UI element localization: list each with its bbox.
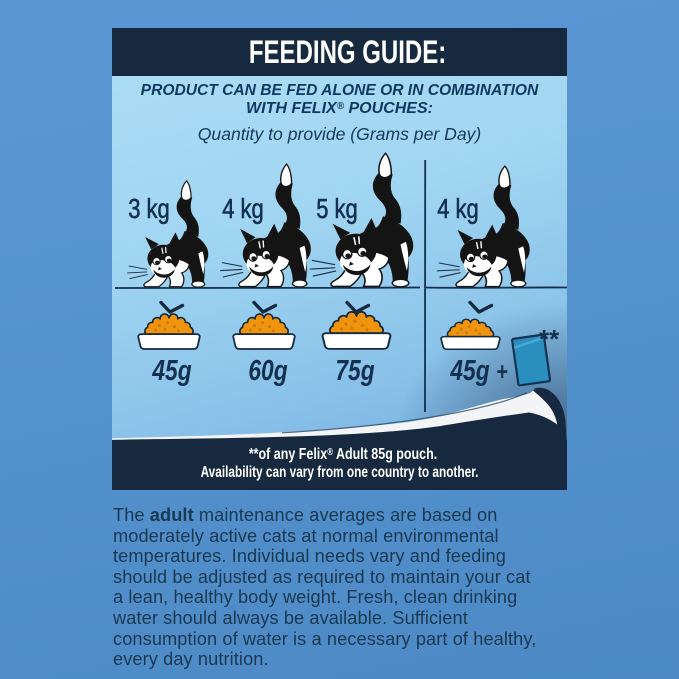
svg-text:**: **: [539, 324, 560, 354]
